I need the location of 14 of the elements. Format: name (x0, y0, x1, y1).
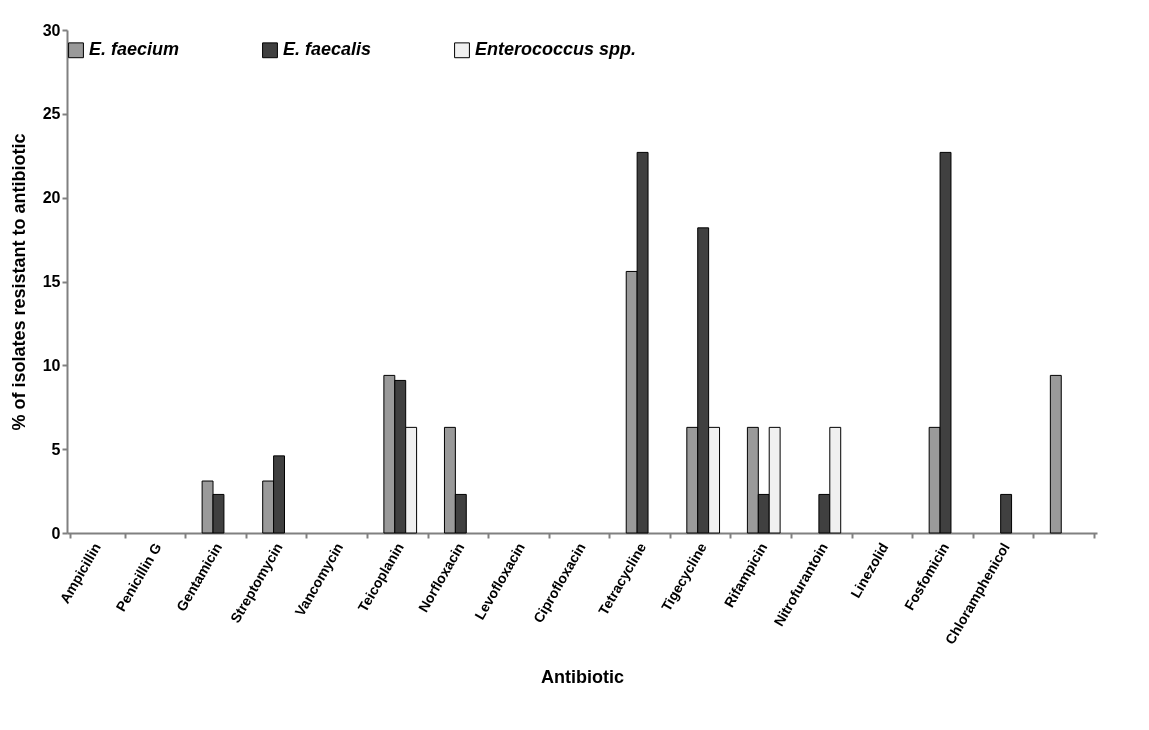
legend-label: E. faecium (89, 39, 180, 60)
y-tick-label: 20 (42, 189, 61, 207)
y-tick-label: 0 (51, 524, 61, 542)
y-tick-label: 15 (42, 273, 61, 290)
legend-label: E. faecalis (283, 39, 372, 60)
y-axis-title: % of isolates resistant to antibiotic (8, 133, 29, 431)
y-tick-label: 5 (51, 440, 61, 458)
legend-label: Enterococcus spp. (475, 39, 637, 60)
y-tick-label: 30 (42, 21, 61, 39)
y-tick-label: 10 (42, 356, 61, 374)
bar (1000, 493, 1013, 534)
x-axis-title: Antibiotic (541, 667, 624, 688)
bar (1049, 374, 1062, 534)
y-tick-label: 25 (42, 105, 61, 123)
